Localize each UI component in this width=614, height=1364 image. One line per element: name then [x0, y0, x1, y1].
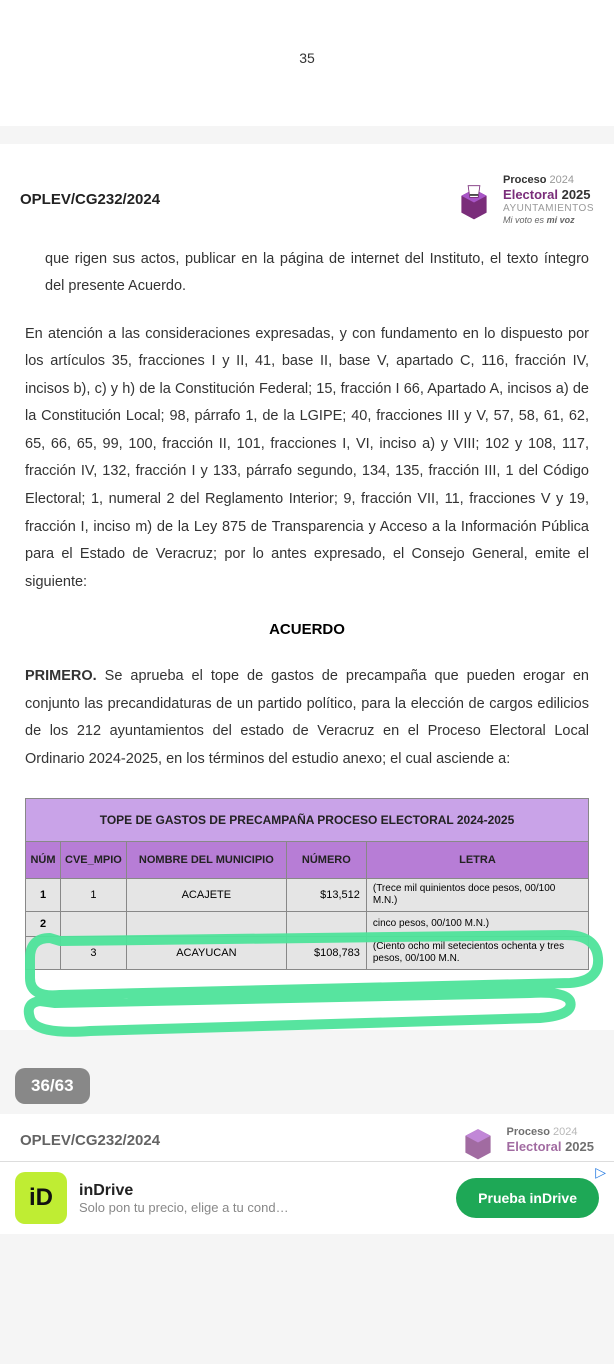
ad-text-block: inDrive Solo pon tu precio, elige a tu c… — [79, 1182, 456, 1215]
primero-bold: PRIMERO. — [25, 668, 97, 684]
ballot-box-icon — [457, 1119, 499, 1161]
section-divider — [0, 1040, 614, 1048]
expense-table-wrapper: TOPE DE GASTOS DE PRECAMPAÑA PROCESO ELE… — [20, 798, 594, 970]
electoral-logo: Proceso 2024 Electoral 2025 AYUNTAMIENTO… — [453, 174, 594, 226]
logo-text-block: Proceso 2024 Electoral 2025 — [507, 1126, 594, 1155]
page-indicator-wrapper: 36/63 — [15, 1068, 614, 1104]
logo-line3: AYUNTAMIENTOS — [503, 203, 594, 215]
document-header: OPLEV/CG232/2024 Proceso 2024 Electoral … — [20, 164, 594, 246]
cell-nombre: ACAYUCAN — [126, 937, 286, 970]
table-row: 3 ACAYUCAN $108,783 (Ciento ocho mil set… — [26, 937, 589, 970]
table-row: 1 1 ACAJETE $13,512 (Trece mil quiniento… — [26, 879, 589, 912]
paragraph-3: PRIMERO. Se aprueba el tope de gastos de… — [20, 663, 594, 773]
cell-numero: $108,783 — [286, 937, 366, 970]
header-letra: LETRA — [366, 842, 588, 879]
header-cve: CVE_MPIO — [61, 842, 127, 879]
cell-letra: (Ciento ocho mil setecientos ochenta y t… — [366, 937, 588, 970]
table-header-row: NÚM CVE_MPIO NOMBRE DEL MUNICIPIO NÚMERO… — [26, 842, 589, 879]
cell-num: 1 — [26, 879, 61, 912]
logo-line2: Electoral — [507, 1139, 562, 1154]
header-num: NÚM — [26, 842, 61, 879]
ad-title: inDrive — [79, 1182, 456, 1200]
section-divider — [0, 136, 614, 144]
document-body: OPLEV/CG232/2024 Proceso 2024 Electoral … — [0, 144, 614, 1030]
paragraph-1: que rigen sus actos, publicar en la pági… — [20, 246, 594, 301]
cell-numero: $13,512 — [286, 879, 366, 912]
cell-letra: cinco pesos, 00/100 M.N.) — [366, 912, 588, 937]
electoral-logo-bottom: Proceso 2024 Electoral 2025 — [457, 1119, 594, 1161]
cell-cve: 3 — [61, 937, 127, 970]
logo-line1: Proceso — [507, 1126, 550, 1138]
expense-table: TOPE DE GASTOS DE PRECAMPAÑA PROCESO ELE… — [25, 798, 589, 970]
logo-line1: Proceso — [503, 174, 546, 186]
logo-line4-prefix: Mi voto es — [503, 215, 547, 225]
ad-logo: iD — [15, 1172, 67, 1224]
logo-line2: Electoral — [503, 187, 558, 202]
page-number-top: 35 — [20, 20, 594, 106]
ad-banner[interactable]: iD inDrive Solo pon tu precio, elige a t… — [0, 1161, 614, 1234]
cell-letra: (Trece mil quinientos doce pesos, 00/100… — [366, 879, 588, 912]
header-numero: NÚMERO — [286, 842, 366, 879]
logo-year2: 2025 — [565, 1139, 594, 1154]
table-title: TOPE DE GASTOS DE PRECAMPAÑA PROCESO ELE… — [26, 799, 589, 842]
header-nombre: NOMBRE DEL MUNICIPIO — [126, 842, 286, 879]
paragraph-2: En atención a las consideraciones expres… — [20, 321, 594, 596]
primero-rest: Se aprueba el tope de gastos de precampa… — [25, 668, 589, 767]
document-page: 35 — [0, 0, 614, 126]
logo-line4-bold: mi voz — [547, 215, 575, 225]
ad-choices-icon[interactable]: ▷ — [595, 1164, 606, 1181]
acuerdo-heading: ACUERDO — [20, 621, 594, 638]
cell-nombre — [126, 912, 286, 937]
cell-nombre: ACAJETE — [126, 879, 286, 912]
cell-num: 2 — [26, 912, 61, 937]
ad-cta-button[interactable]: Prueba inDrive — [456, 1178, 599, 1218]
logo-year1: 2024 — [550, 174, 574, 186]
ballot-box-icon — [453, 179, 495, 221]
cell-num — [26, 937, 61, 970]
logo-text-block: Proceso 2024 Electoral 2025 AYUNTAMIENTO… — [503, 174, 594, 226]
cell-cve — [61, 912, 127, 937]
ad-subtitle: Solo pon tu precio, elige a tu cond… — [79, 1200, 456, 1215]
table-row: 2 cinco pesos, 00/100 M.N.) — [26, 912, 589, 937]
document-id: OPLEV/CG232/2024 — [20, 191, 160, 208]
table-title-row: TOPE DE GASTOS DE PRECAMPAÑA PROCESO ELE… — [26, 799, 589, 842]
cell-numero — [286, 912, 366, 937]
cell-cve: 1 — [61, 879, 127, 912]
document-id-bottom: OPLEV/CG232/2024 — [20, 1132, 160, 1149]
logo-year1: 2024 — [553, 1126, 577, 1138]
logo-year2: 2025 — [562, 187, 591, 202]
next-page-header: OPLEV/CG232/2024 Proceso 2024 Electoral … — [0, 1114, 614, 1161]
page-indicator-badge: 36/63 — [15, 1068, 90, 1104]
